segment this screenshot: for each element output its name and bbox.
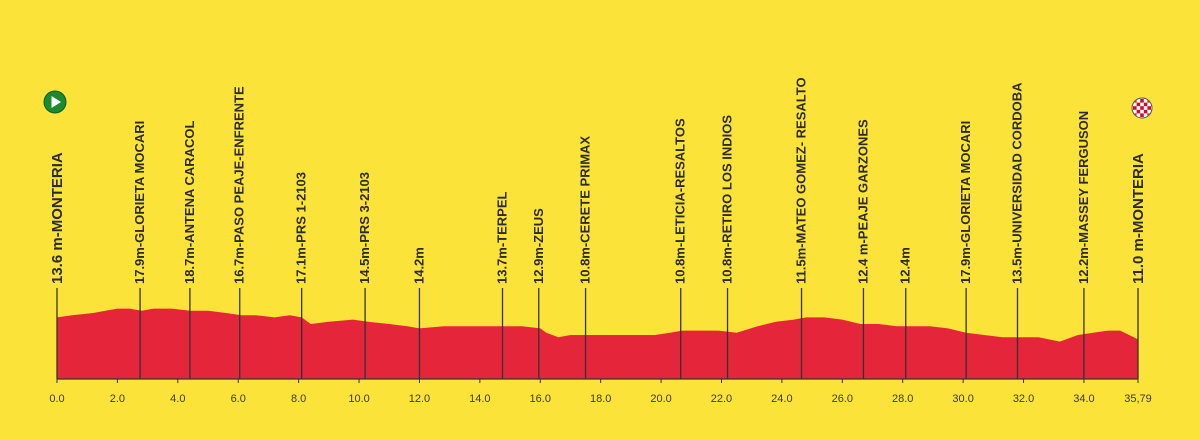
marker-label: 18.7m-ANTENA CARACOL <box>182 120 197 284</box>
x-tick-label: 14.0 <box>469 393 490 405</box>
x-tick-label: 4.0 <box>170 393 185 405</box>
marker-label: 12.4m <box>898 247 913 284</box>
x-tick-label: 12.0 <box>409 393 430 405</box>
x-tick-label: 30.0 <box>952 393 973 405</box>
x-tick-label: 10.0 <box>348 393 369 405</box>
marker-label: 13.7m-TERPEL <box>495 191 510 284</box>
marker-label: 10.8m-LETICIA-RESALTOS <box>673 118 688 284</box>
x-tick-label: 32.0 <box>1013 393 1034 405</box>
x-tick-label: 34.0 <box>1073 393 1094 405</box>
marker-label: 17.9m-GLORIETA MOCARI <box>132 121 147 284</box>
marker-label: 14.5m-PRS 3-2103 <box>357 172 372 284</box>
elevation-area <box>57 308 1138 379</box>
x-tick-label: 28.0 <box>892 393 913 405</box>
x-tick-label: 18.0 <box>590 393 611 405</box>
marker-label: 17.1m-PRS 1-2103 <box>294 172 309 284</box>
marker-label: 17.9m-GLORIETA MOCARI <box>958 121 973 284</box>
marker-label: 12.4 m-PEAJE GARZONES <box>855 119 870 284</box>
start-icon <box>43 90 67 114</box>
x-axis: 0.0 2.0 4.0 6.0 8.0 10.0 12.0 14.0 16.0 18.0 20.0 2… <box>49 378 1152 405</box>
marker-label: 14.2m <box>411 247 426 284</box>
x-tick-label: 16.0 <box>530 393 551 405</box>
x-tick-label: 26.0 <box>832 393 853 405</box>
finish-icon <box>1131 97 1153 119</box>
marker-label: 13.5m-UNIVERSIDAD CORDOBA <box>1009 82 1024 284</box>
x-tick-label: 6.0 <box>231 393 246 405</box>
x-tick-label: 20.0 <box>650 393 671 405</box>
marker-label: 13.6 m-MONTERIA <box>49 152 66 284</box>
marker-label: 10.8m-CERETE PRIMAX <box>578 136 593 284</box>
marker-layer: 13.6 m-MONTERIA 17.9m-GLORIETA MOCARI 18.7… <box>49 77 1147 379</box>
icon-layer <box>43 90 1153 119</box>
x-tick-label: 2.0 <box>110 393 125 405</box>
elevation-area-layer <box>57 308 1138 379</box>
marker-label: 16.7m-PASO PEAJE-ENFRENTE <box>232 86 247 284</box>
x-tick-label: 0.0 <box>49 393 64 405</box>
x-tick-label: 8.0 <box>291 393 306 405</box>
marker-label: 11.5m-MATEO GOMEZ- RESALTO <box>794 77 809 284</box>
x-tick-label: 22.0 <box>711 393 732 405</box>
marker-label: 10.8m-RETIRO LOS INDIOS <box>720 115 735 284</box>
marker-label: 11.0 m-MONTERIA <box>1130 153 1147 284</box>
marker-label: 12.9m-ZEUS <box>531 208 546 284</box>
x-tick-label: 35,79 <box>1124 393 1152 405</box>
marker-label: 12.2m-MASSEY FERGUSON <box>1076 111 1091 284</box>
x-tick-label: 24.0 <box>771 393 792 405</box>
